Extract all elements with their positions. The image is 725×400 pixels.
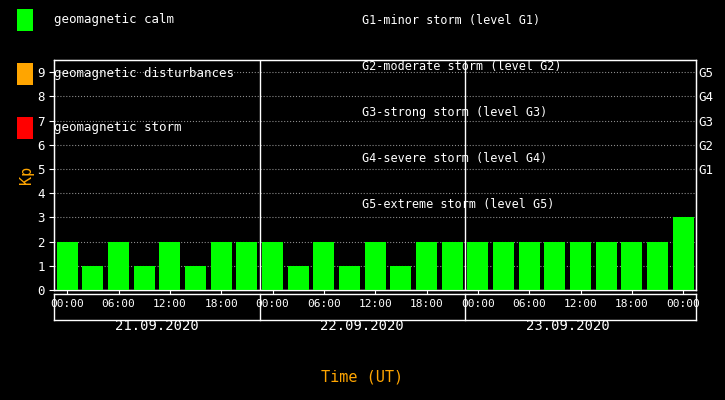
Bar [288,266,309,290]
Text: geomagnetic calm: geomagnetic calm [54,14,175,26]
Bar [673,217,694,290]
Bar [339,266,360,290]
Text: 22.09.2020: 22.09.2020 [320,319,405,333]
Bar [621,242,642,290]
Bar [365,242,386,290]
Text: G4-severe storm (level G4): G4-severe storm (level G4) [362,152,548,165]
Bar [442,242,463,290]
Text: 23.09.2020: 23.09.2020 [526,319,610,333]
Bar [160,242,181,290]
Bar [262,242,283,290]
Bar [133,266,154,290]
Text: geomagnetic storm: geomagnetic storm [54,122,182,134]
Bar [108,242,129,290]
Text: G5-extreme storm (level G5): G5-extreme storm (level G5) [362,198,555,211]
Bar [570,242,591,290]
Bar [185,266,206,290]
Bar [518,242,539,290]
Bar [596,242,617,290]
Bar [236,242,257,290]
Text: G1-minor storm (level G1): G1-minor storm (level G1) [362,14,541,27]
Bar [468,242,489,290]
Bar [83,266,104,290]
Bar [313,242,334,290]
Text: 21.09.2020: 21.09.2020 [115,319,199,333]
Bar [390,266,411,290]
Bar [416,242,437,290]
Y-axis label: Kp: Kp [20,166,34,184]
Text: geomagnetic disturbances: geomagnetic disturbances [54,68,234,80]
Bar [544,242,566,290]
Text: Time (UT): Time (UT) [321,369,404,384]
Bar [493,242,514,290]
Bar [211,242,232,290]
Text: G3-strong storm (level G3): G3-strong storm (level G3) [362,106,548,119]
Bar [647,242,668,290]
Bar [57,242,78,290]
Text: G2-moderate storm (level G2): G2-moderate storm (level G2) [362,60,562,73]
